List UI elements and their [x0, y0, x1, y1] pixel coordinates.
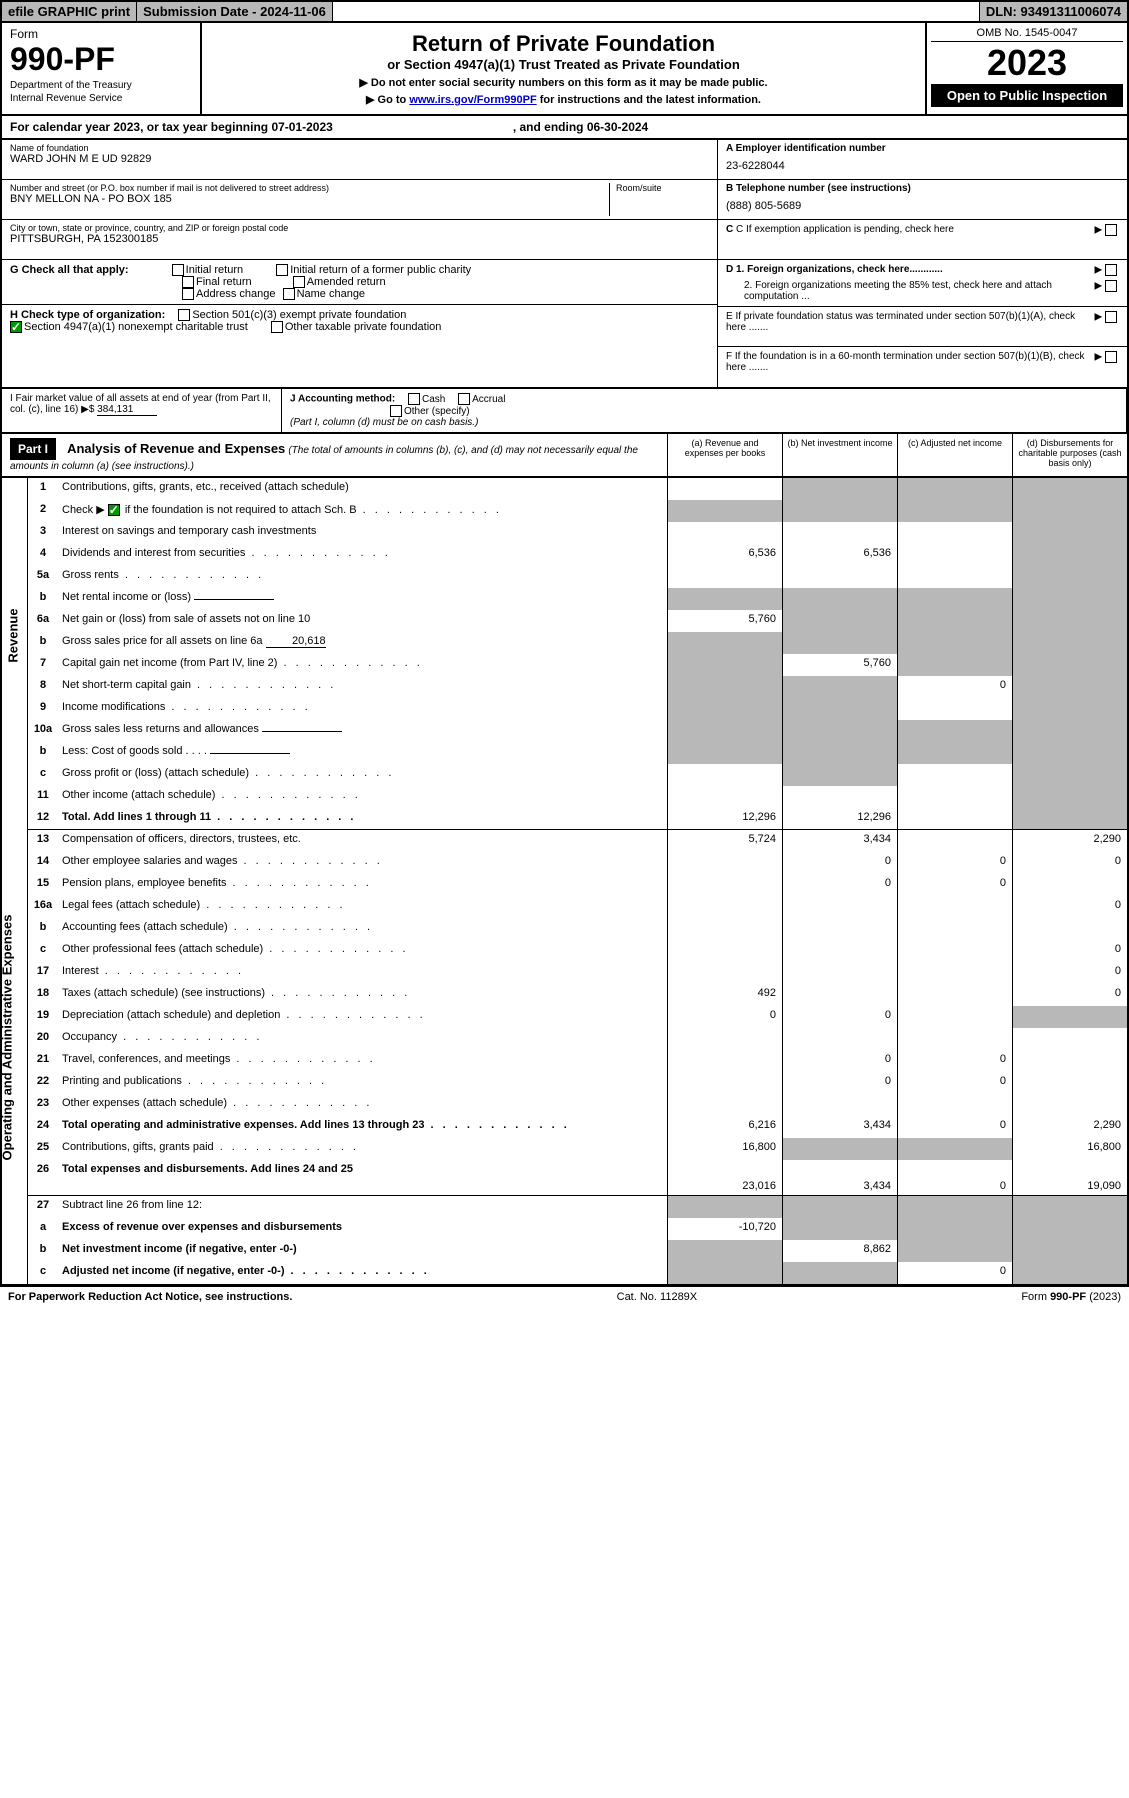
foreign-org-checkbox[interactable] — [1105, 264, 1117, 276]
info-grid: Name of foundation WARD JOHN M E UD 9282… — [0, 140, 1129, 389]
initial-former-checkbox[interactable] — [276, 264, 288, 276]
efile-label[interactable]: efile GRAPHIC print — [2, 2, 137, 21]
other-method-checkbox[interactable] — [390, 405, 402, 417]
4947-checkbox[interactable] — [10, 321, 22, 333]
accrual-checkbox[interactable] — [458, 393, 470, 405]
amended-checkbox[interactable] — [293, 276, 305, 288]
info-left: Name of foundation WARD JOHN M E UD 9282… — [2, 140, 717, 387]
part1-title-cell: Part I Analysis of Revenue and Expenses … — [2, 434, 667, 476]
d-checks: D 1. Foreign organizations, check here..… — [718, 260, 1127, 307]
col-b-head: (b) Net investment income — [782, 434, 897, 476]
phone-cell: B Telephone number (see instructions) (8… — [718, 180, 1127, 220]
form-subtitle: or Section 4947(a)(1) Trust Treated as P… — [210, 57, 917, 72]
schb-checkbox[interactable] — [108, 504, 120, 516]
expenses-side-label: Operating and Administrative Expenses — [2, 830, 28, 1196]
fmv-cell: I Fair market value of all assets at end… — [2, 389, 282, 432]
h-checks: H Check type of organization: Section 50… — [2, 305, 717, 337]
form-title: Return of Private Foundation — [210, 31, 917, 57]
name-cell: Name of foundation WARD JOHN M E UD 9282… — [2, 140, 717, 180]
accounting-method: J Accounting method: Cash Accrual Other … — [282, 389, 1127, 432]
form-number: 990-PF — [10, 41, 192, 78]
form-label: Form — [10, 27, 192, 41]
note-link: ▶ Go to www.irs.gov/Form990PF for instru… — [210, 93, 917, 106]
cal-end: , and ending 06-30-2024 — [513, 120, 648, 134]
name-change-checkbox[interactable] — [283, 288, 295, 300]
cal-begin: For calendar year 2023, or tax year begi… — [10, 120, 333, 134]
other-taxable-checkbox[interactable] — [271, 321, 283, 333]
dept-treasury: Department of the Treasury — [10, 80, 192, 91]
header-left: Form 990-PF Department of the Treasury I… — [2, 23, 202, 114]
note-ssn: ▶ Do not enter social security numbers o… — [210, 76, 917, 89]
exemption-pending-checkbox[interactable] — [1105, 224, 1117, 236]
i-j-row: I Fair market value of all assets at end… — [0, 389, 1129, 434]
foreign-85-checkbox[interactable] — [1105, 280, 1117, 292]
e-check: E If private foundation status was termi… — [718, 307, 1127, 347]
col-c-head: (c) Adjusted net income — [897, 434, 1012, 476]
part1-header: Part I Analysis of Revenue and Expenses … — [0, 434, 1129, 478]
60month-checkbox[interactable] — [1105, 351, 1117, 363]
addr-change-checkbox[interactable] — [182, 288, 194, 300]
final-return-checkbox[interactable] — [182, 276, 194, 288]
part1-badge: Part I — [10, 438, 56, 460]
status-terminated-checkbox[interactable] — [1105, 311, 1117, 323]
col-a-head: (a) Revenue and expenses per books — [667, 434, 782, 476]
submission-date: Submission Date - 2024-11-06 — [137, 2, 333, 21]
tax-year: 2023 — [931, 42, 1123, 84]
ein-cell: A Employer identification number 23-6228… — [718, 140, 1127, 180]
open-public-badge: Open to Public Inspection — [931, 84, 1123, 107]
omb-number: OMB No. 1545-0047 — [931, 27, 1123, 42]
top-bar: efile GRAPHIC print Submission Date - 20… — [0, 0, 1129, 23]
f-check: F If the foundation is in a 60-month ter… — [718, 347, 1127, 387]
g-checks: G Check all that apply: Initial return I… — [2, 260, 717, 305]
header-center: Return of Private Foundation or Section … — [202, 23, 927, 114]
calendar-year-row: For calendar year 2023, or tax year begi… — [0, 116, 1129, 140]
main-table: Revenue 1Contributions, gifts, grants, e… — [0, 478, 1129, 1286]
form990pf-link[interactable]: www.irs.gov/Form990PF — [409, 94, 536, 106]
col-d-head: (d) Disbursements for charitable purpose… — [1012, 434, 1127, 476]
dept-irs: Internal Revenue Service — [10, 93, 192, 104]
cash-checkbox[interactable] — [408, 393, 420, 405]
cat-number: Cat. No. 11289X — [617, 1291, 698, 1303]
initial-return-checkbox[interactable] — [172, 264, 184, 276]
dln: DLN: 93491311006074 — [979, 2, 1127, 21]
footer: For Paperwork Reduction Act Notice, see … — [0, 1286, 1129, 1307]
addr-cell: Number and street (or P.O. box number if… — [2, 180, 717, 220]
city-cell: City or town, state or province, country… — [2, 220, 717, 260]
form-header: Form 990-PF Department of the Treasury I… — [0, 23, 1129, 116]
501c3-checkbox[interactable] — [178, 309, 190, 321]
header-right: OMB No. 1545-0047 2023 Open to Public In… — [927, 23, 1127, 114]
revenue-side-label: Revenue — [2, 478, 28, 830]
c-check: C C If exemption application is pending,… — [718, 220, 1127, 260]
paperwork-notice: For Paperwork Reduction Act Notice, see … — [8, 1291, 292, 1303]
form-ref: Form 990-PF (2023) — [1021, 1291, 1121, 1303]
info-right: A Employer identification number 23-6228… — [717, 140, 1127, 387]
